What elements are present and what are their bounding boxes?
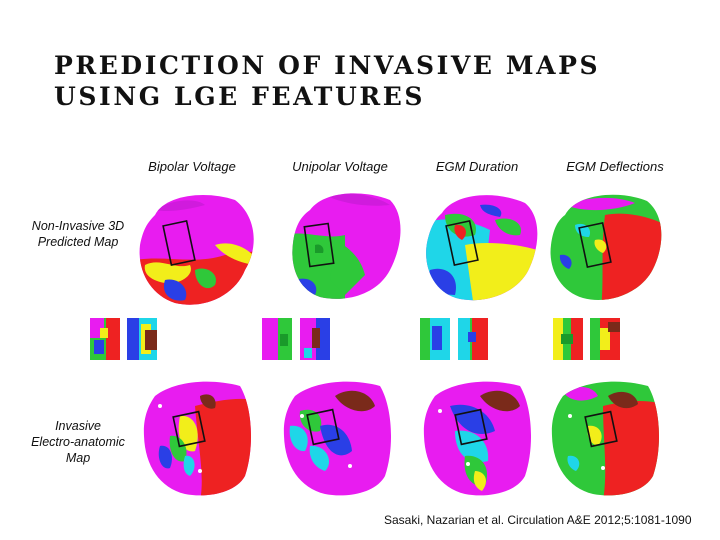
citation: Sasaki, Nazarian et al. Circulation A&E … [384, 513, 692, 527]
slide-title: PREDICTION OF INVASIVE MAPS USING LGE FE… [54, 50, 600, 112]
title-line-1: PREDICTION OF INVASIVE MAPS [54, 51, 601, 80]
column-header-egm-duration: EGM Duration [435, 159, 519, 174]
zoom-thumbnail-unipolar-predicted [262, 318, 292, 360]
column-header-bipolar-voltage: Bipolar Voltage [148, 159, 236, 174]
zoom-thumbnail-duration-predicted [420, 318, 450, 360]
invasive-map-egm-deflections [551, 381, 660, 496]
zoom-thumbnail-bipolar-predicted [90, 318, 120, 360]
row-label-invasive: Invasive Electro-anatomic Map [31, 419, 125, 465]
zoom-thumbnail-duration-invasive [458, 318, 488, 360]
predicted-map-unipolar-voltage [292, 193, 401, 299]
zoom-thumbnail-bipolar-invasive [127, 318, 157, 360]
title-line-2: USING LGE FEATURES [54, 82, 426, 111]
invasive-map-egm-duration [423, 381, 532, 496]
predicted-map-bipolar-voltage [139, 195, 254, 305]
zoom-thumbnail-unipolar-invasive [300, 318, 330, 360]
column-header-unipolar-voltage: Unipolar Voltage [292, 159, 388, 174]
invasive-map-bipolar-voltage [143, 381, 252, 496]
invasive-map-unipolar-voltage [283, 381, 392, 496]
predicted-map-egm-duration [426, 195, 538, 301]
zoom-thumbnail-deflections-invasive [590, 318, 620, 360]
column-header-egm-deflections: EGM Deflections [566, 159, 664, 174]
row-label-noninvasive: Non-Invasive 3D Predicted Map [31, 219, 125, 249]
predicted-map-egm-deflections [550, 194, 662, 300]
zoom-thumbnail-deflections-predicted [553, 318, 583, 360]
